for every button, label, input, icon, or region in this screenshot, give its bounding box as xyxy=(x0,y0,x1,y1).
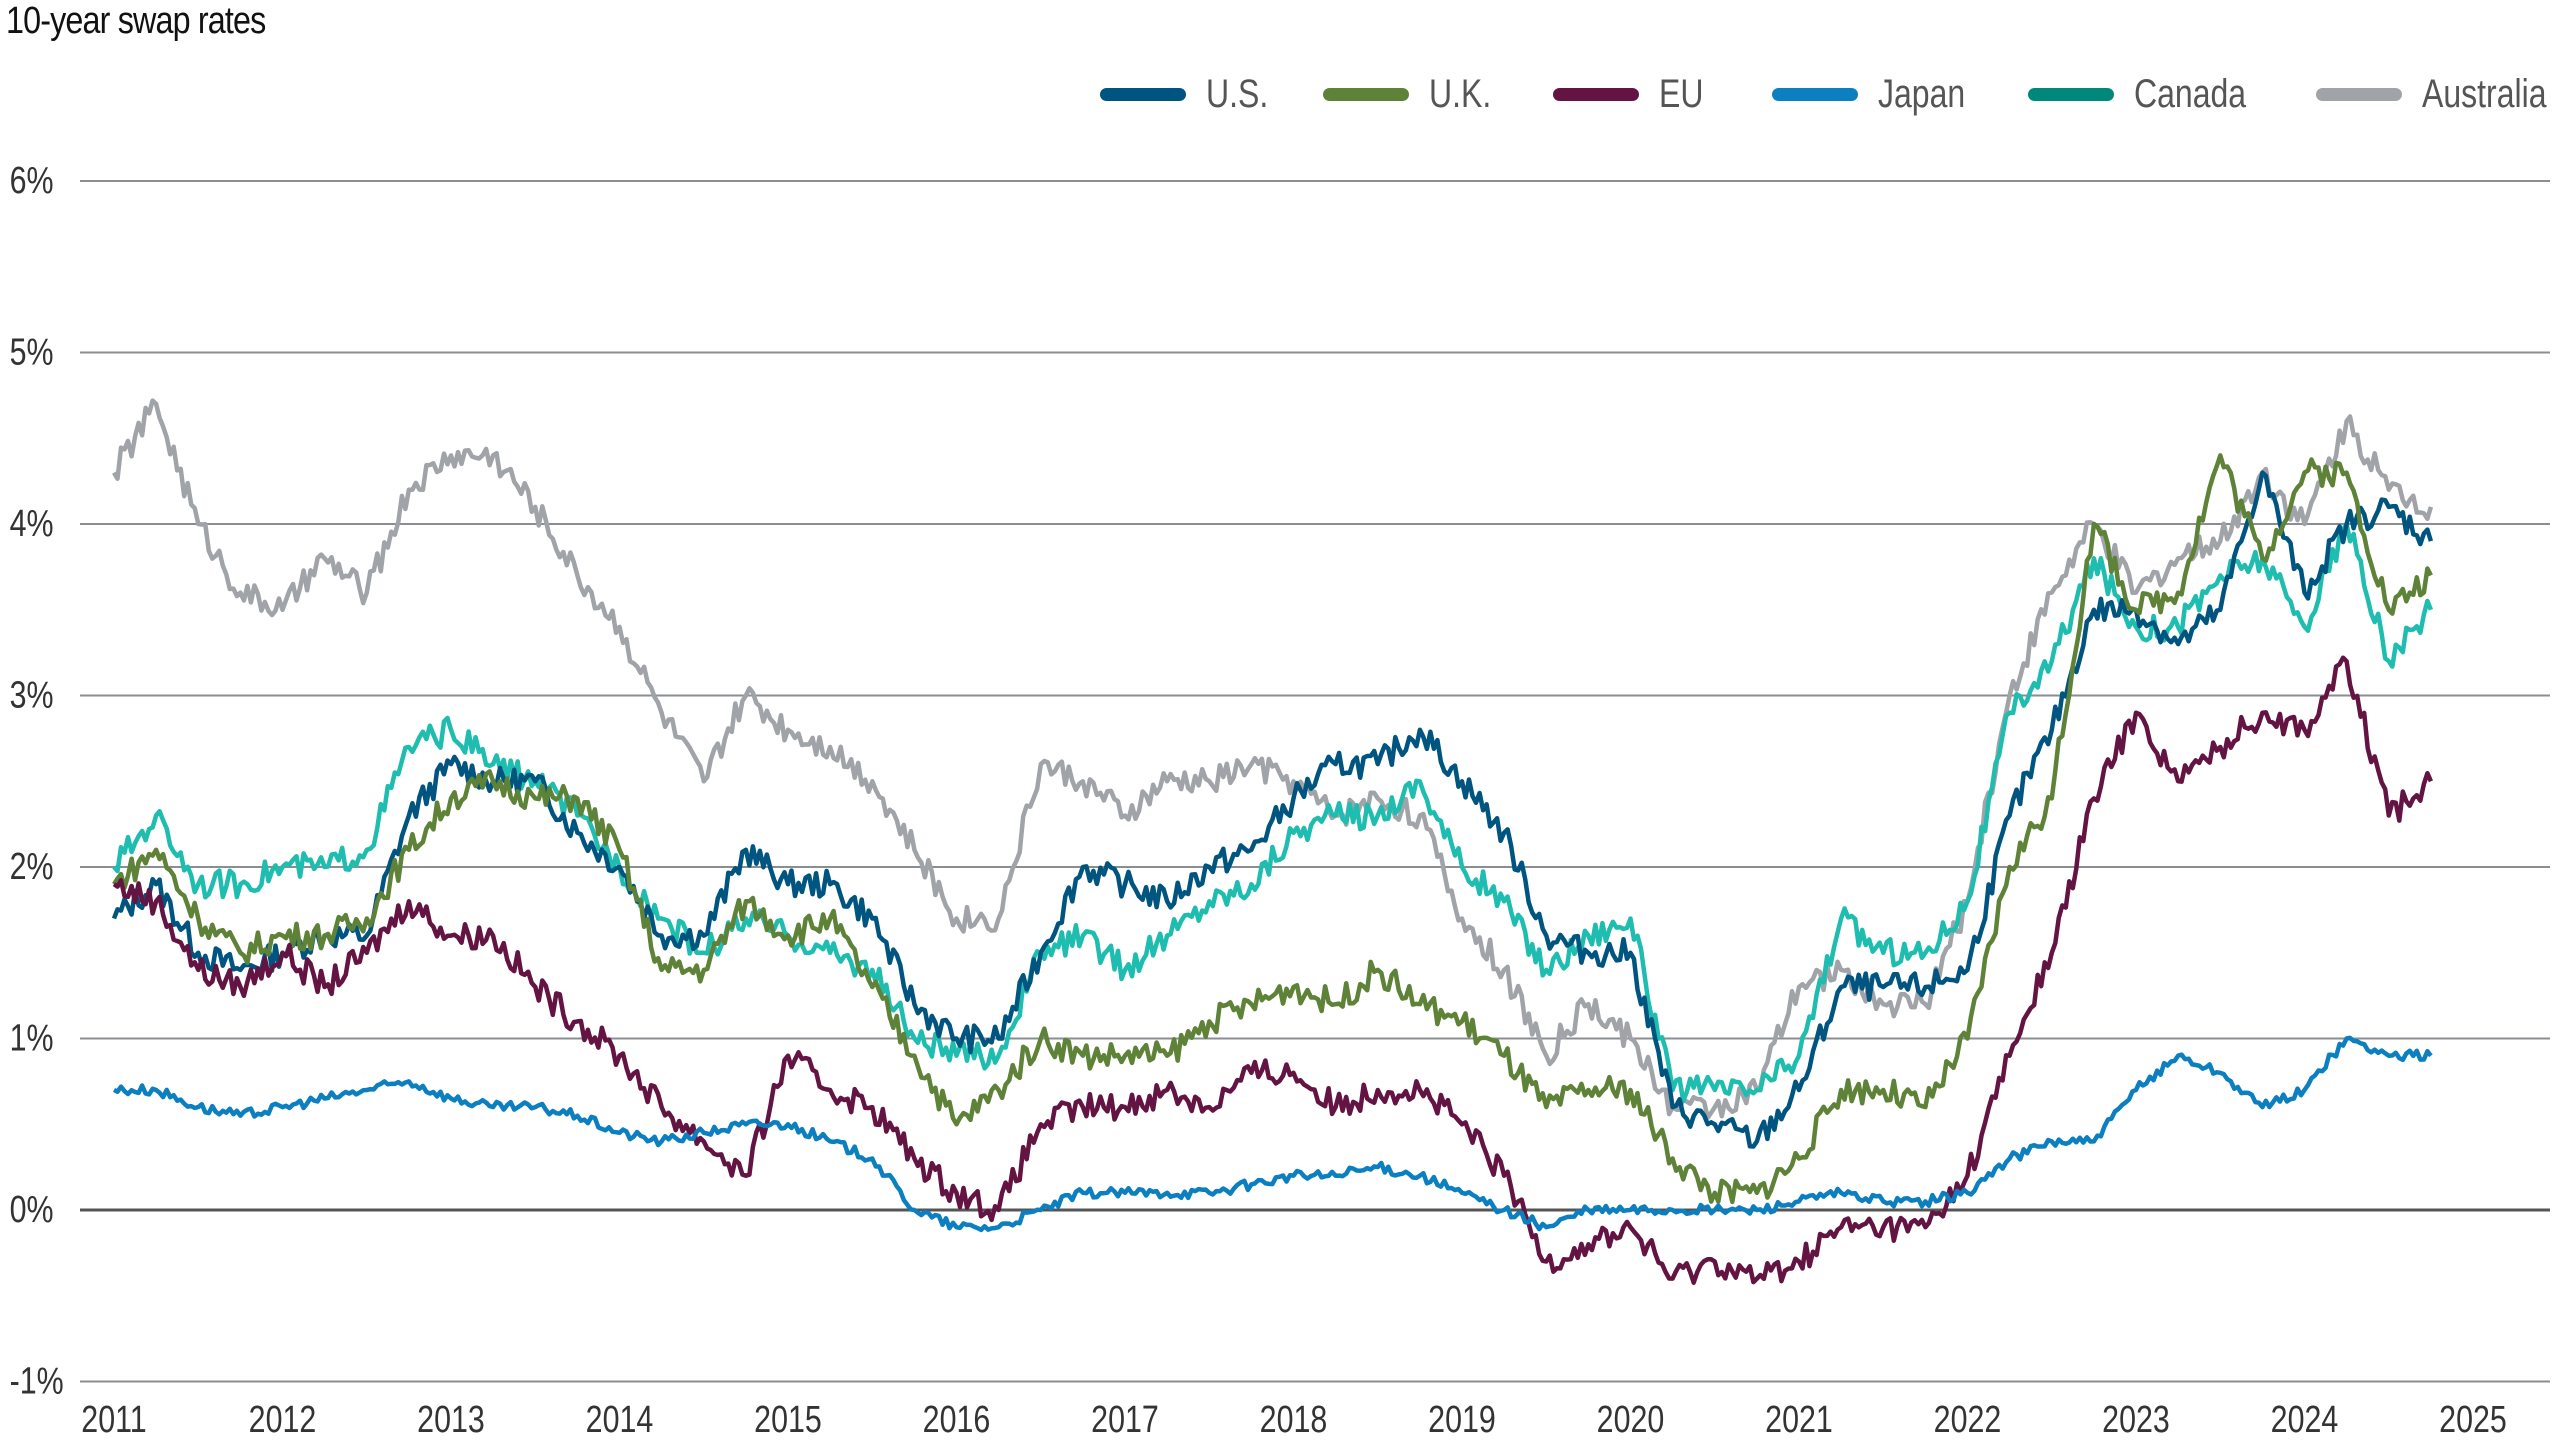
legend-item: U.S. xyxy=(1100,72,1284,117)
x-tick-label: 2012 xyxy=(249,1399,317,1440)
series-line-japan xyxy=(113,1035,2433,1233)
y-tick-label: 2% xyxy=(10,846,54,888)
y-tick-label: 3% xyxy=(10,674,54,716)
legend: U.S. U.K. EU Japan Canada Australia xyxy=(0,72,2560,122)
legend-item: EU xyxy=(1553,72,1715,117)
x-tick-label: 2016 xyxy=(923,1399,991,1440)
x-tick-label: 2013 xyxy=(417,1399,485,1440)
x-tick-label: 2020 xyxy=(1597,1399,1665,1440)
y-tick-label: 0% xyxy=(10,1189,54,1231)
x-tick-label: 2025 xyxy=(2439,1399,2507,1440)
x-tick-label: 2022 xyxy=(1934,1399,2002,1440)
legend-item: Australia xyxy=(2316,72,2560,117)
y-tick-label: -1% xyxy=(10,1360,64,1402)
series-line-uk xyxy=(112,453,2433,1205)
x-tick-label: 2014 xyxy=(586,1399,654,1440)
legend-label: Canada xyxy=(2134,72,2247,116)
x-tick-label: 2017 xyxy=(1091,1399,1159,1440)
legend-swatch xyxy=(1323,88,1409,101)
legend-swatch xyxy=(1553,88,1639,101)
legend-swatch xyxy=(2028,88,2114,101)
chart-title: 10-year swap rates xyxy=(6,0,266,42)
legend-item: U.K. xyxy=(1323,72,1507,117)
legend-swatch xyxy=(2316,88,2402,101)
series-line-us xyxy=(111,470,2434,1149)
legend-label: Australia xyxy=(2422,72,2547,116)
series-line-australia xyxy=(112,398,2434,1120)
legend-label: Japan xyxy=(1878,72,1966,116)
x-tick-label: 2018 xyxy=(1260,1399,1328,1440)
legend-item: Canada xyxy=(2028,72,2274,117)
legend-swatch xyxy=(1100,88,1186,101)
x-tick-label: 2023 xyxy=(2102,1399,2170,1440)
legend-label: EU xyxy=(1659,72,1704,116)
legend-label: U.K. xyxy=(1429,72,1492,116)
x-tick-label: 2024 xyxy=(2271,1399,2339,1440)
x-tick-label: 2019 xyxy=(1428,1399,1496,1440)
y-tick-label: 4% xyxy=(10,503,54,545)
y-tick-label: 1% xyxy=(10,1017,54,1059)
x-tick-label: 2011 xyxy=(81,1399,146,1440)
legend-item: Japan xyxy=(1772,72,1987,117)
y-tick-label: 5% xyxy=(10,331,54,373)
series-line-eu xyxy=(112,655,2433,1285)
x-tick-label: 2015 xyxy=(754,1399,822,1440)
x-tick-label: 2021 xyxy=(1765,1399,1833,1440)
y-tick-label: 6% xyxy=(10,160,54,202)
legend-label: U.S. xyxy=(1206,72,1269,116)
legend-swatch xyxy=(1772,88,1858,101)
